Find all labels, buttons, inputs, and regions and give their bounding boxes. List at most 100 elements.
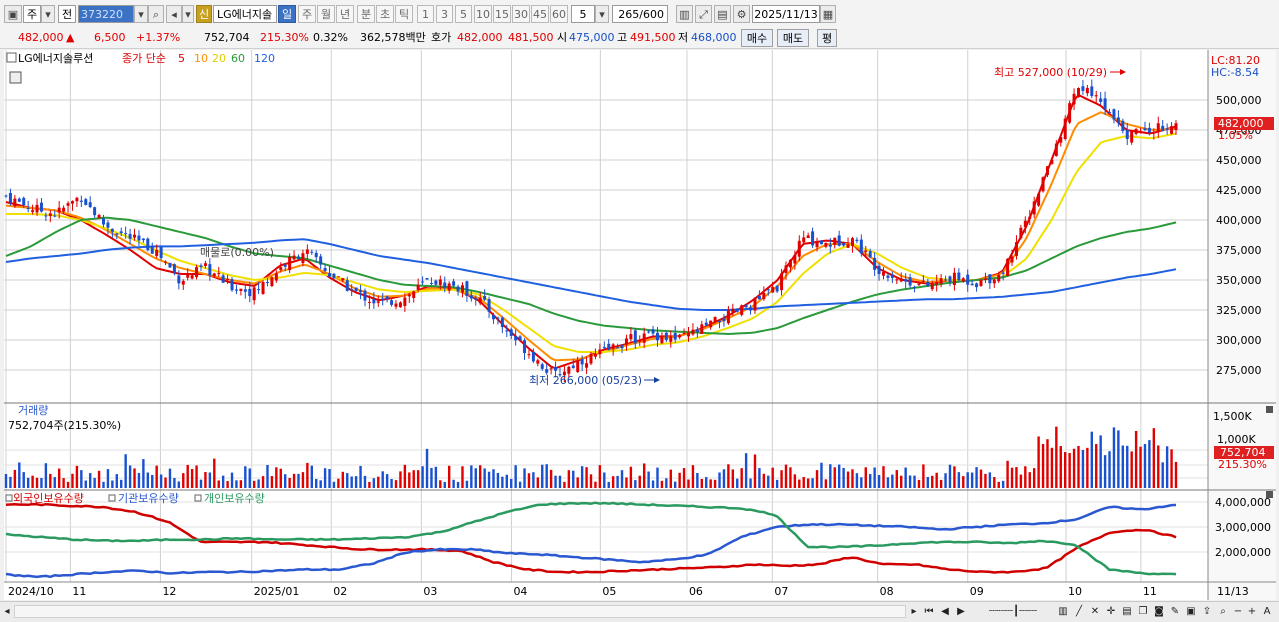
holdings-panel-close-icon[interactable]	[1266, 491, 1273, 498]
volume-bar	[128, 465, 132, 488]
volume-bar	[452, 479, 455, 488]
candle-body	[1108, 111, 1112, 113]
eval-button[interactable]: 평	[817, 29, 837, 47]
candle-type-icon[interactable]: ▥	[676, 5, 693, 23]
volume-bar	[731, 469, 735, 488]
sin-badge[interactable]: 신	[196, 5, 212, 23]
candle-body	[332, 273, 336, 279]
x-tick-label: 2025/01	[254, 585, 300, 598]
zoom-out-icon[interactable]: −	[1233, 606, 1243, 617]
candle-body	[753, 297, 757, 311]
candle-body	[651, 329, 655, 334]
export-icon[interactable]: ⇪	[1202, 606, 1212, 617]
step-45-button[interactable]: 45	[531, 5, 549, 23]
period-month-button[interactable]: 월	[317, 5, 335, 23]
candle-body	[815, 242, 819, 248]
stock-chart[interactable]: 2024/10 11 12 2025/01 02 03 04 05 06 07 08 09 10 11 50…	[4, 50, 1276, 600]
volume-bar	[1037, 436, 1040, 488]
legend-ma20: 20	[212, 52, 226, 65]
legend-checkbox-icon[interactable]	[6, 52, 17, 63]
step-select[interactable]: 5	[571, 5, 595, 23]
volume-bar	[115, 474, 118, 488]
scroll-prev-icon[interactable]: ◀	[941, 606, 949, 617]
data-table-icon[interactable]	[9, 71, 22, 84]
edit-icon[interactable]: ✎	[1170, 606, 1180, 617]
window-menu-icon[interactable]: ▣	[4, 5, 22, 23]
prefix-button[interactable]: 전	[58, 5, 76, 23]
step-60-button[interactable]: 60	[550, 5, 568, 23]
period-tick-button[interactable]: 틱	[395, 5, 413, 23]
step-1-button[interactable]: 1	[417, 5, 434, 23]
step-5-button[interactable]: 5	[455, 5, 472, 23]
copy-icon[interactable]: ❐	[1138, 606, 1148, 617]
search-icon[interactable]: ⌕	[148, 5, 164, 23]
range-field[interactable]: 265/600	[612, 5, 668, 23]
period-day-button[interactable]: 일	[278, 5, 296, 23]
scroll-right-icon[interactable]: ▸	[911, 606, 917, 617]
candle-body	[301, 253, 305, 264]
drawing-tool-icon[interactable]: ⤢	[695, 5, 712, 23]
chevron-down-icon[interactable]: ▾	[41, 5, 55, 23]
step-dropdown-icon[interactable]: ▾	[595, 5, 609, 23]
save-icon[interactable]: ▤	[714, 5, 731, 23]
zoom-search-icon[interactable]: ⌕	[1220, 606, 1226, 617]
stock-code-input[interactable]: 373220	[78, 5, 134, 23]
chart-scrollbar[interactable]: ◂ ▸ ⏮ ◀ ▶ ┄┄┄┄┃┄┄┄ ▥ ╱ ✕ ✛ ▤ ❐ ◙ ✎ ▣ ⇪ ⌕…	[0, 601, 1279, 622]
period-week-button[interactable]: 주	[298, 5, 316, 23]
volume-bar	[922, 464, 925, 488]
volume-bar	[430, 467, 433, 488]
crosshair-icon[interactable]: ✛	[1106, 606, 1116, 617]
step-3-button[interactable]: 3	[436, 5, 453, 23]
scroll-left-icon[interactable]: ◂	[4, 606, 10, 617]
scroll-next-icon[interactable]: ▶	[957, 606, 965, 617]
calendar-icon[interactable]: ▦	[820, 5, 836, 23]
candle-body	[208, 264, 212, 276]
period-minute-button[interactable]: 분	[357, 5, 375, 23]
scroll-track[interactable]	[14, 605, 906, 618]
x-tick-label: 08	[880, 585, 894, 598]
line-icon[interactable]: ╱	[1075, 606, 1083, 617]
candle-body	[514, 336, 518, 341]
volume-bar	[1015, 467, 1018, 488]
step-15-button[interactable]: 15	[493, 5, 511, 23]
sell-button[interactable]: 매도	[777, 29, 809, 47]
scroll-first-icon[interactable]: ⏮	[924, 606, 934, 617]
save-image-icon[interactable]: ▣	[1186, 606, 1196, 617]
settings-gear-icon[interactable]: ⚙	[733, 5, 750, 23]
candle-body	[226, 279, 230, 281]
candle-body	[478, 297, 482, 304]
volume-bar	[970, 472, 974, 488]
period-second-button[interactable]: 초	[376, 5, 394, 23]
volume-bar	[120, 479, 123, 488]
holdings-checkbox-icon[interactable]	[108, 494, 116, 502]
volume-bar	[75, 465, 79, 488]
font-size-icon[interactable]: A	[1263, 606, 1271, 617]
step-30-button[interactable]: 30	[512, 5, 530, 23]
volume-bar	[1152, 428, 1156, 488]
candle-body	[110, 228, 114, 232]
code-dropdown-icon[interactable]: ▾	[134, 5, 148, 23]
volume-panel-close-icon[interactable]	[1266, 406, 1273, 413]
candle-body	[261, 281, 265, 294]
candle-body	[438, 279, 442, 285]
range-value: 265	[618, 8, 640, 21]
candle-body	[452, 281, 456, 286]
buy-button[interactable]: 매수	[741, 29, 773, 47]
holdings-checkbox-icon[interactable]	[5, 494, 13, 502]
speaker-icon[interactable]: ◂	[166, 5, 182, 23]
period-select[interactable]: 주	[23, 5, 41, 23]
candle-body	[328, 273, 332, 277]
chart-type-bar-icon[interactable]: ▥	[1058, 606, 1068, 617]
zoom-in-icon[interactable]: +	[1247, 606, 1257, 617]
print-icon[interactable]: ▤	[1122, 606, 1132, 617]
candle-body	[1059, 136, 1063, 143]
stock-name-field[interactable]: LG에너지솔	[213, 5, 277, 23]
zoom-slider-icon[interactable]: ┄┄┄┄┃┄┄┄	[988, 606, 1038, 617]
date-field[interactable]: 2025/11/13	[752, 5, 820, 23]
speaker-dropdown-icon[interactable]: ▾	[182, 5, 194, 23]
cross-icon[interactable]: ✕	[1090, 606, 1100, 617]
holdings-checkbox-icon[interactable]	[194, 494, 202, 502]
camera-icon[interactable]: ◙	[1154, 606, 1164, 617]
step-10-button[interactable]: 10	[474, 5, 492, 23]
period-year-button[interactable]: 년	[336, 5, 354, 23]
